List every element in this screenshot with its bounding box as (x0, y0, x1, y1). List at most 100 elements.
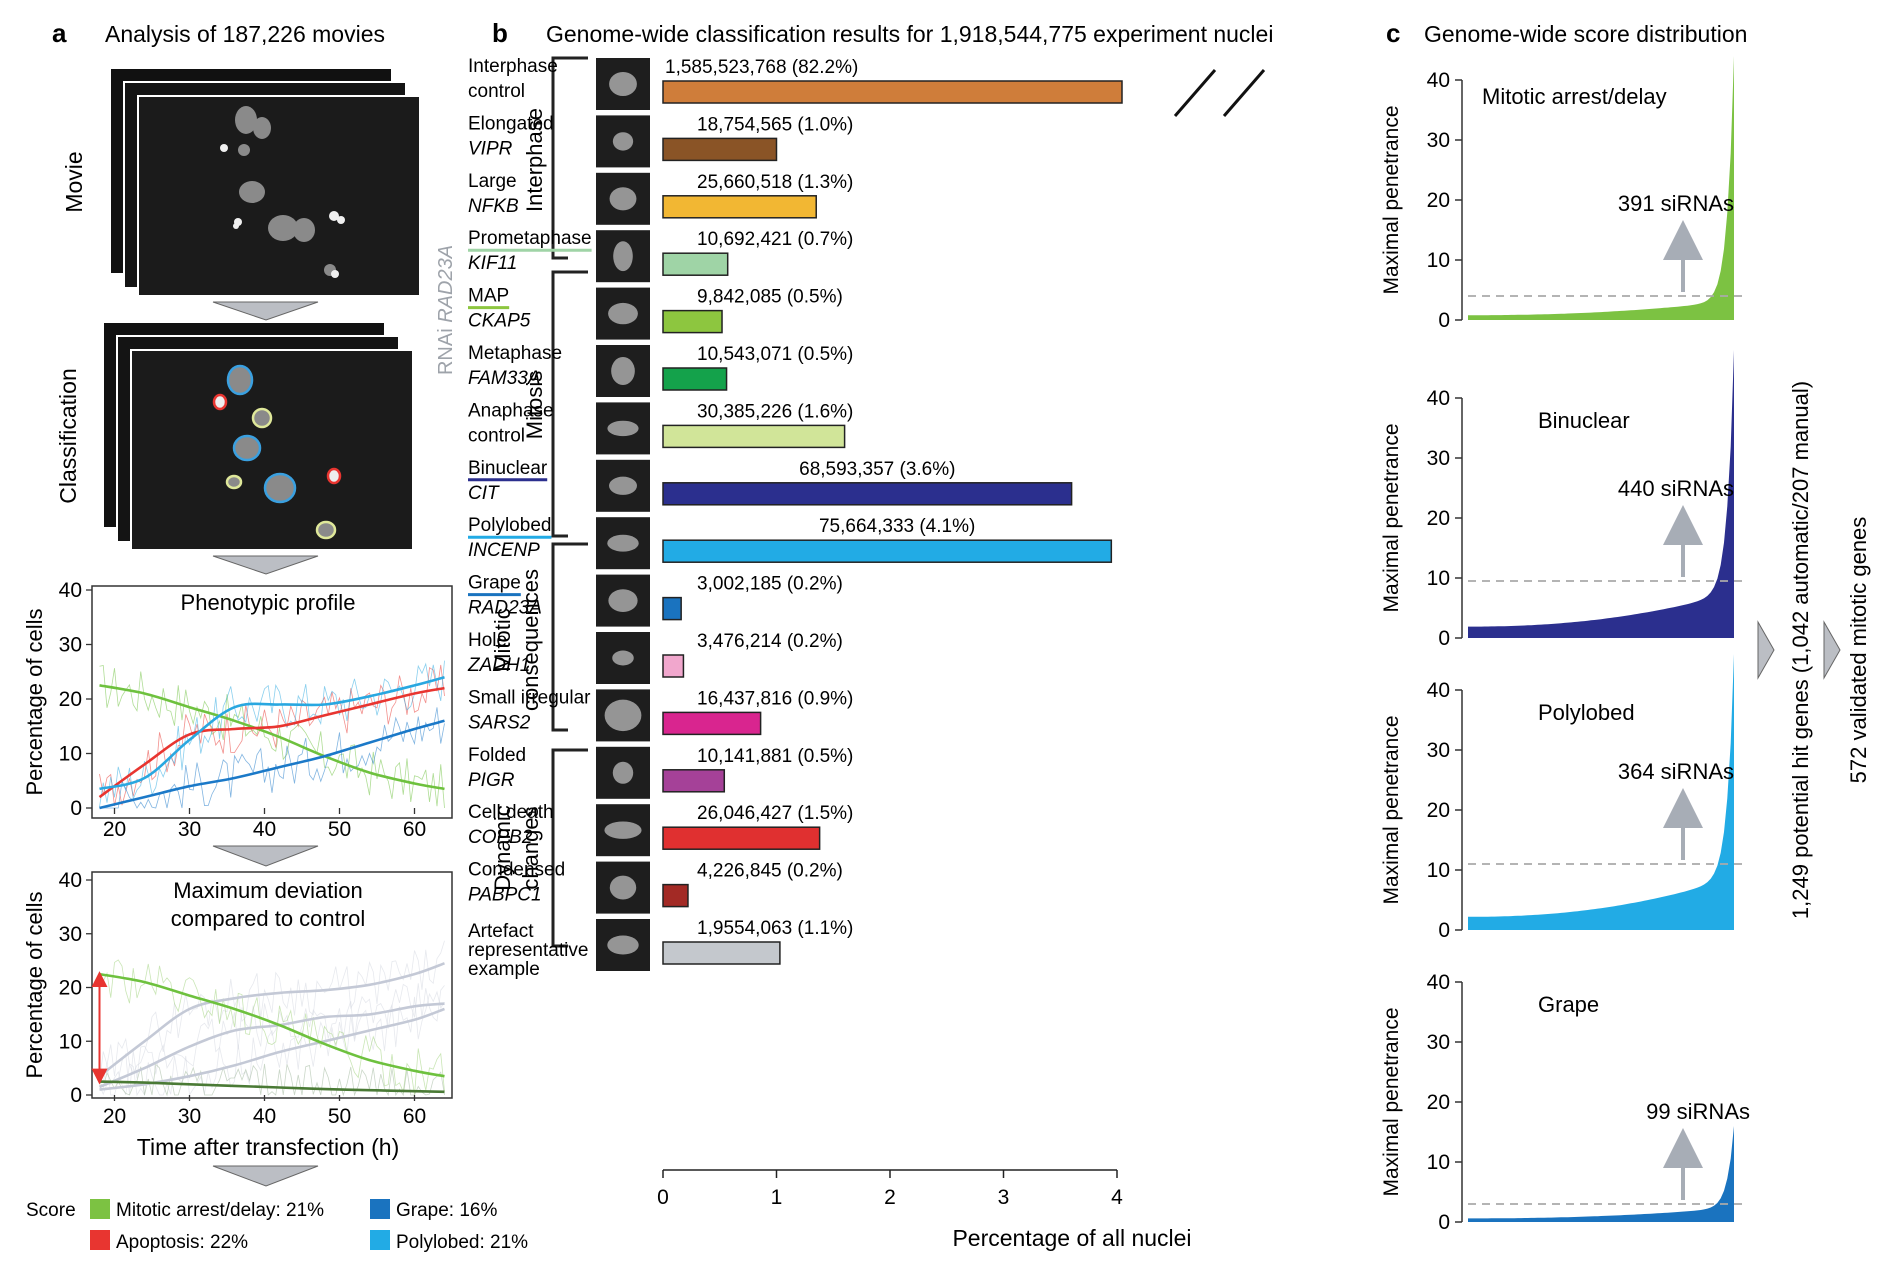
y-tick-label: 20 (59, 977, 82, 1000)
subplot-title: Mitotic arrest/delay (1482, 84, 1667, 109)
bar (662, 482, 1073, 506)
x-tick-label: 40 (253, 1105, 276, 1128)
bar-row-folded: Folded PIGR 10,141,881 (0.5%) (468, 745, 853, 799)
group-label-mitotic: Mitotic (490, 608, 515, 672)
nucleus-shape (612, 650, 634, 666)
nucleus-shape (612, 132, 634, 151)
legend-label: Apoptosis: 22% (116, 1232, 248, 1253)
classification-stack (102, 321, 414, 551)
bar-row-map: MAP CKAP5 9,842,085 (0.5%) (468, 286, 843, 340)
subplot-title: Grape (1538, 992, 1599, 1017)
gene-label: PABPC1 (468, 885, 542, 906)
noise-line (99, 1063, 445, 1097)
series-line (99, 972, 445, 1078)
legend-swatch (90, 1199, 110, 1219)
group-label-consequences: consequences (518, 569, 543, 711)
distribution-area (1468, 350, 1734, 653)
bar-value-label: 3,476,214 (0.2%) (697, 631, 843, 652)
y-tick-label: 20 (59, 688, 82, 711)
sirna-count: 391 siRNAs (1618, 191, 1734, 216)
sirna-count: 99 siRNAs (1646, 1099, 1750, 1124)
y-tick-label: 30 (59, 634, 82, 657)
y-axis-label: Maximal penetrance (1380, 1007, 1403, 1196)
x-tick-label: 20 (103, 818, 126, 841)
gene-label: PIGR (468, 770, 515, 791)
bar (662, 252, 729, 276)
chart-title: compared to control (171, 906, 365, 931)
x-tick-label: 3 (998, 1186, 1010, 1209)
bar-row-cell-death: Cell death COPB2 26,046,427 (1.5%) (468, 802, 853, 857)
category-label: Artefact (468, 921, 534, 942)
series-line (99, 675, 445, 791)
category-label: Metaphase (468, 343, 562, 364)
bar (662, 80, 1123, 104)
y-tick-label: 30 (1427, 739, 1450, 762)
hit-genes-label: 1,249 potential hit genes (1,042 automat… (1788, 381, 1813, 919)
bar-row-hole: Hole ZADH1 3,476,214 (0.2%) (467, 630, 843, 684)
rnai-label: RNAi RAD23A (435, 245, 457, 375)
y-tick-label: 40 (1427, 387, 1450, 410)
axis-break-gap (1216, 78, 1224, 106)
category-label: Condensed (468, 860, 565, 881)
y-tick-label: 20 (1427, 189, 1450, 212)
y-tick-label: 40 (59, 579, 82, 602)
x-tick-label: 4 (1111, 1186, 1123, 1209)
x-tick-label: 30 (178, 1105, 201, 1128)
y-tick-label: 20 (1427, 799, 1450, 822)
movie-label: Movie (61, 151, 87, 212)
sirna-count: 364 siRNAs (1618, 759, 1734, 784)
category-label: Small irregular (468, 687, 591, 708)
y-tick-label: 10 (1427, 249, 1450, 272)
category-label: Polylobed (468, 515, 551, 536)
group-brackets (551, 56, 588, 948)
bar (662, 883, 689, 908)
category-label: Prometaphase (468, 228, 592, 249)
bar-value-label: 25,660,518 (1.3%) (697, 172, 853, 193)
legend-swatch (90, 1230, 110, 1250)
category-label: Interphase (468, 56, 558, 77)
svg-text:RNAi RAD23A: RNAi RAD23A (435, 245, 457, 375)
bar (662, 539, 1113, 563)
category-label: Large (468, 171, 517, 192)
bar (662, 826, 821, 850)
y-tick-label: 10 (1427, 1151, 1450, 1174)
classification-label: Classification (55, 368, 81, 504)
panel-letter-c: c (1386, 18, 1400, 48)
distribution-area (1468, 654, 1734, 948)
down-arrow-icon (212, 301, 319, 321)
x-tick-label: 60 (403, 818, 426, 841)
y-tick-label: 10 (59, 1030, 82, 1053)
category-label: Cell death (468, 802, 554, 823)
bar-row-metaphase: Metaphase FAM33A 10,543,071 (0.5%) (468, 343, 853, 397)
right-arrow-icon (1757, 620, 1775, 680)
bar (662, 195, 817, 219)
score-distribution-mitotic-arrest-delay: 0 10 20 30 40 Maximal penetrance Mitotic arres… (1380, 56, 1746, 332)
gene-label: INCENP (468, 540, 540, 561)
category-label: Binuclear (468, 458, 548, 479)
bar-row-prometaphase: Prometaphase KIF11 10,692,421 (0.7%) (468, 228, 853, 283)
y-axis-label: Percentage of cells (22, 608, 47, 795)
panel-letter-b: b (492, 18, 508, 48)
y-axis-label: Maximal penetrance (1380, 715, 1403, 904)
x-tick-label: 60 (403, 1105, 426, 1128)
bar-value-label: 4,226,845 (0.2%) (697, 861, 843, 882)
y-tick-label: 30 (1427, 1031, 1450, 1054)
y-tick-label: 0 (1438, 627, 1450, 650)
distribution-area (1468, 1126, 1734, 1224)
y-axis-label: Maximal penetrance (1380, 105, 1403, 294)
bar (662, 711, 762, 736)
noise-line (99, 664, 445, 809)
bar-value-label: 1,585,523,768 (82.2%) (665, 57, 858, 78)
category-label: Folded (468, 745, 526, 766)
category-label: representative (468, 940, 588, 961)
category-label-line2: control (468, 425, 525, 446)
gene-label: KIF11 (468, 253, 517, 274)
series-line (99, 684, 445, 791)
gene-label: CIT (468, 483, 500, 504)
x-tick-label: 30 (178, 818, 201, 841)
y-tick-label: 20 (1427, 1091, 1450, 1114)
y-tick-label: 10 (59, 743, 82, 766)
